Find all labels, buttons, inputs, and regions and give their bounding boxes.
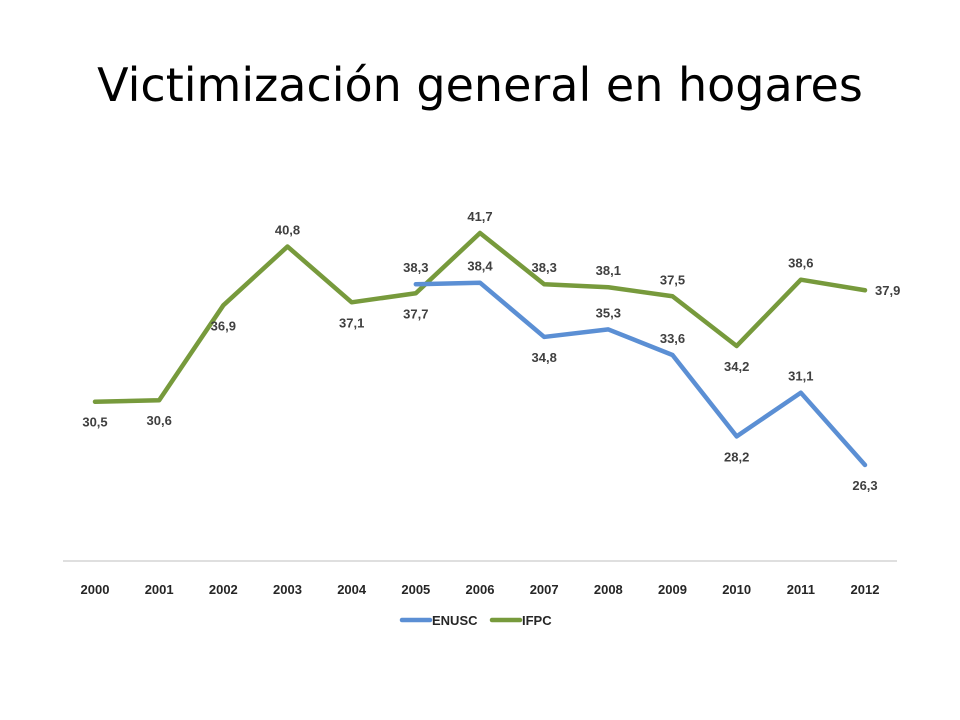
x-axis: 2000 2001 2002 2003 2004 2005 2006 2007 2008 2009… xyxy=(63,560,897,597)
x-tick-label: 2003 xyxy=(273,582,302,597)
data-label: 28,2 xyxy=(724,449,749,464)
data-label: 38,4 xyxy=(467,259,493,274)
data-label: 38,6 xyxy=(788,256,813,271)
x-tick-label: 2002 xyxy=(209,582,238,597)
chart-title: Victimización general en hogares xyxy=(97,58,863,112)
data-label: 26,3 xyxy=(852,478,877,493)
x-tick-label: 2005 xyxy=(401,582,430,597)
data-label: 30,5 xyxy=(82,415,107,430)
data-label: 30,6 xyxy=(147,413,172,428)
data-label: 33,6 xyxy=(660,331,685,346)
data-label: 38,3 xyxy=(403,260,428,275)
series-line-ifpc xyxy=(92,230,868,404)
legend-label-ifpc: IFPC xyxy=(522,613,552,628)
data-label: 35,3 xyxy=(596,305,621,320)
x-tick-label: 2009 xyxy=(658,582,687,597)
data-label: 31,1 xyxy=(788,369,813,384)
data-label: 34,8 xyxy=(532,350,557,365)
data-label: 37,9 xyxy=(875,283,900,298)
x-tick-label: 2006 xyxy=(466,582,495,597)
series-lines xyxy=(92,230,868,468)
x-tick-label: 2012 xyxy=(851,582,880,597)
series-line-enusc xyxy=(413,280,868,468)
data-label: 36,9 xyxy=(211,318,236,333)
x-tick-label: 2011 xyxy=(787,582,815,597)
x-tick-label: 2007 xyxy=(530,582,559,597)
x-tick-label: 2008 xyxy=(594,582,623,597)
x-tick-label: 2001 xyxy=(145,582,174,597)
data-label: 37,7 xyxy=(403,306,428,321)
data-label: 34,2 xyxy=(724,359,749,374)
legend: ENUSC IFPC xyxy=(399,613,552,628)
x-tick-label: 2004 xyxy=(337,582,367,597)
data-label: 38,3 xyxy=(532,260,557,275)
data-label: 41,7 xyxy=(467,209,492,224)
data-labels: 38,3 38,4 34,8 35,3 33,6 28,2 31,1 26,3 30,5 30,6… xyxy=(82,209,900,493)
data-label: 37,1 xyxy=(339,315,364,330)
data-label: 40,8 xyxy=(275,223,300,238)
legend-label-enusc: ENUSC xyxy=(432,613,478,628)
x-tick-label: 2000 xyxy=(81,582,110,597)
data-label: 37,5 xyxy=(660,272,685,287)
x-tick-label: 2010 xyxy=(722,582,751,597)
data-label: 38,1 xyxy=(596,263,621,278)
